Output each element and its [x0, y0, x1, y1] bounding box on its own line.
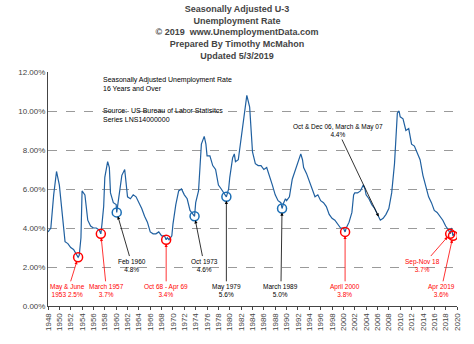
svg-text:1990: 1990	[282, 313, 291, 331]
svg-text:1984: 1984	[248, 313, 257, 331]
svg-text:1950: 1950	[55, 313, 64, 331]
svg-text:1956: 1956	[89, 313, 98, 331]
svg-text:2012: 2012	[407, 313, 416, 331]
svg-text:1980: 1980	[225, 313, 234, 331]
svg-text:Source: US Bureau of Labor St: Source: US Bureau of Labor StatisitcsSer…	[103, 107, 223, 123]
svg-text:1968: 1968	[157, 313, 166, 331]
svg-text:1972: 1972	[180, 313, 189, 331]
svg-text:1996: 1996	[316, 313, 325, 331]
svg-text:1958: 1958	[100, 313, 109, 331]
svg-text:2008: 2008	[384, 313, 393, 331]
svg-text:Oct & Dec 06, March & May 074.: Oct & Dec 06, March & May 074.4%	[293, 123, 383, 138]
svg-text:2020: 2020	[453, 313, 462, 331]
svg-text:2006: 2006	[373, 313, 382, 331]
svg-text:8.00%: 8.00%	[23, 146, 46, 155]
svg-text:6.00%: 6.00%	[23, 185, 46, 194]
svg-text:1948: 1948	[44, 313, 53, 331]
svg-text:2018: 2018	[441, 313, 450, 331]
svg-text:1960: 1960	[112, 313, 121, 331]
svg-text:12.00%: 12.00%	[18, 68, 45, 77]
svg-text:1974: 1974	[191, 313, 200, 331]
svg-text:1970: 1970	[169, 313, 178, 331]
svg-text:1976: 1976	[203, 313, 212, 331]
svg-text:1952: 1952	[66, 313, 75, 331]
svg-text:Seasonally Adjusted U-3Unemplo: Seasonally Adjusted U-3Unemployment Rate…	[156, 4, 319, 61]
svg-text:1986: 1986	[259, 313, 268, 331]
svg-text:4.00%: 4.00%	[23, 224, 46, 233]
svg-text:1954: 1954	[78, 313, 87, 331]
svg-text:2.00%: 2.00%	[23, 263, 46, 272]
svg-text:2014: 2014	[419, 313, 428, 331]
svg-text:Feb 19604.8%: Feb 19604.8%	[118, 258, 146, 273]
svg-text:1978: 1978	[214, 313, 223, 331]
svg-text:March 19573.7%: March 19573.7%	[89, 283, 124, 298]
svg-text:1964: 1964	[134, 313, 143, 331]
svg-text:2010: 2010	[396, 313, 405, 331]
svg-text:Seasonally Adjusted Unemployme: Seasonally Adjusted Unemployment Rate16 …	[103, 76, 232, 92]
svg-text:1994: 1994	[305, 313, 314, 331]
svg-text:Oct 68 - Apr 693.4%: Oct 68 - Apr 693.4%	[144, 283, 188, 298]
svg-text:2004: 2004	[362, 313, 371, 331]
svg-text:1998: 1998	[328, 313, 337, 331]
svg-text:1992: 1992	[294, 313, 303, 331]
svg-text:2016: 2016	[430, 313, 439, 331]
svg-text:2002: 2002	[350, 313, 359, 331]
svg-text:Sep-Nov 183.7%: Sep-Nov 183.7%	[405, 258, 440, 273]
svg-text:1982: 1982	[237, 313, 246, 331]
svg-text:2000: 2000	[339, 313, 348, 331]
svg-text:1962: 1962	[123, 313, 132, 331]
svg-text:Apr 20193.6%: Apr 20193.6%	[428, 283, 455, 298]
svg-text:1966: 1966	[146, 313, 155, 331]
svg-text:May & June1953 2.5%: May & June1953 2.5%	[50, 283, 85, 298]
svg-text:Oct 19734.6%: Oct 19734.6%	[191, 258, 218, 273]
svg-text:0.00%: 0.00%	[23, 302, 46, 311]
svg-text:April 20003.8%: April 20003.8%	[330, 283, 360, 298]
svg-text:March 19895.0%: March 19895.0%	[263, 283, 298, 298]
svg-text:May 19795.6%: May 19795.6%	[212, 283, 241, 298]
svg-text:1988: 1988	[271, 313, 280, 331]
svg-text:10.00%: 10.00%	[18, 107, 45, 116]
